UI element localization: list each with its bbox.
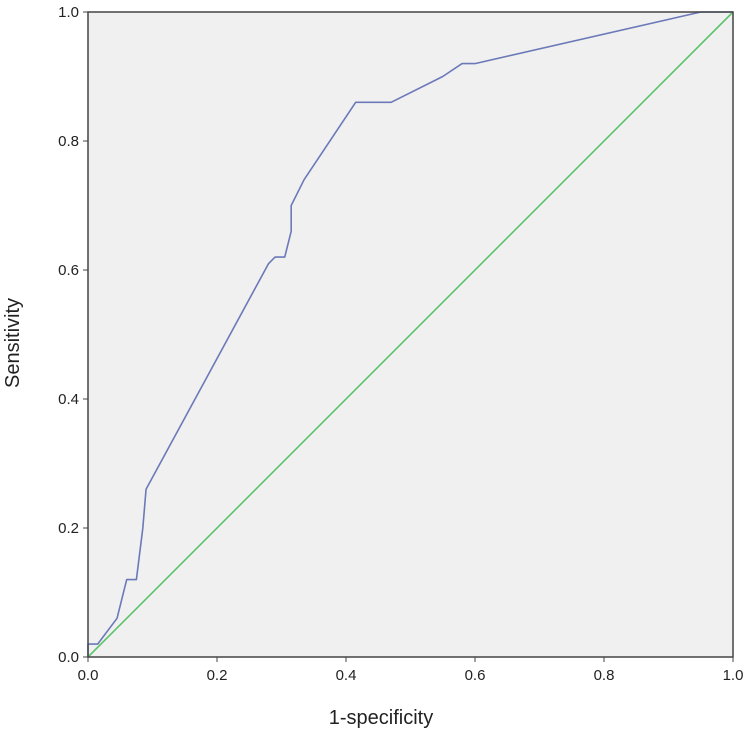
x-axis-label: 1-specificity [329,707,433,729]
series-layer [87,11,734,658]
y-tick-label: 0.4 [58,391,79,408]
reference-diagonal-line [87,11,734,658]
y-axis-label: Sensitivity [2,298,24,388]
y-tick-label: 0.2 [58,520,79,537]
y-tick-label: 1.0 [58,4,79,21]
x-axis: 0.0 0.2 0.4 0.6 0.8 1.0 [78,657,744,684]
plot-frame [87,11,734,658]
y-tick-label: 0.8 [58,133,79,150]
y-tick-label: 0.6 [58,262,79,279]
x-tick-label: 0.0 [78,667,99,684]
y-tick-label: 0.0 [58,649,79,666]
x-tick-label: 1.0 [723,667,744,684]
x-tick-label: 0.4 [336,667,357,684]
roc-curve-line [87,11,733,657]
y-axis: 0.0 0.2 0.4 0.6 0.8 1.0 [58,4,88,666]
x-tick-label: 0.2 [207,667,228,684]
x-tick-label: 0.6 [465,667,486,684]
x-tick-label: 0.8 [594,667,615,684]
